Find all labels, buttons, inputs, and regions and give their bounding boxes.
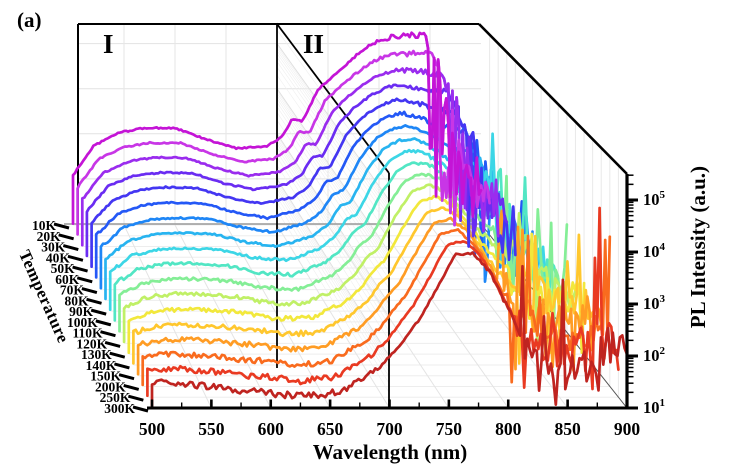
x-tick-label: 550 [198, 419, 225, 439]
z-tick-label: 102 [643, 345, 666, 365]
x-axis-title: Wavelength (nm) [312, 440, 468, 464]
curve-110K [118, 172, 569, 333]
curve-200K [141, 228, 612, 387]
x-tick-label: 600 [258, 419, 285, 439]
temperature-tick-label: 100K [67, 315, 98, 330]
temperature-tick-label: 20K [37, 229, 62, 244]
curve-20K [76, 49, 491, 236]
curve-300K [150, 251, 629, 408]
x-tick-label: 750 [436, 419, 463, 439]
x-tick-label: 650 [317, 419, 344, 439]
spectra-curves [71, 31, 629, 408]
x-tick-label: 800 [495, 419, 522, 439]
x-tick-label: 500 [139, 419, 166, 439]
temperature-tick-label: 200K [95, 379, 126, 394]
curve-130K [127, 194, 586, 355]
temperature-tick-label: 120K [76, 336, 107, 351]
z-tick-label: 101 [643, 397, 665, 417]
region-2-label: II [303, 29, 325, 59]
curve-120K [122, 183, 577, 344]
x-tick-label: 700 [376, 419, 403, 439]
temperature-tick-label: 30K [41, 240, 66, 255]
z-tick-label: 105 [643, 189, 666, 209]
x-tick-label: 850 [555, 419, 582, 439]
x-tick-label: 900 [614, 419, 641, 439]
z-tick-label: 104 [643, 241, 666, 261]
temperature-tick-label: 150K [90, 369, 121, 384]
temperature-tick-label: 130K [81, 347, 112, 362]
temperature-tick-label: 50K [51, 261, 76, 276]
temperature-tick-label: 110K [72, 326, 103, 341]
curve-250K [146, 206, 620, 398]
curve-tail-10K [424, 34, 483, 218]
temperature-tick-label: 80K [65, 293, 90, 308]
region-1-label: I [103, 29, 114, 59]
z-tick-label: 103 [643, 293, 666, 313]
temperature-tick-label: 70K [60, 283, 85, 298]
z-axis-title: PL Intensity (a.u.) [686, 166, 710, 329]
figure-panel-label: (a) [17, 8, 42, 32]
temperature-tick-label: 300K [104, 401, 135, 416]
curve-10K [71, 31, 483, 225]
temperature-tick-label: 60K [55, 272, 80, 287]
temperature-tick-label: 250K [100, 390, 131, 405]
temperature-tick-label: 140K [86, 358, 117, 373]
temperature-tick-label: 10K [32, 218, 57, 233]
temperature-tick-label: 40K [46, 250, 71, 265]
temperature-tick-label: 90K [69, 304, 94, 319]
